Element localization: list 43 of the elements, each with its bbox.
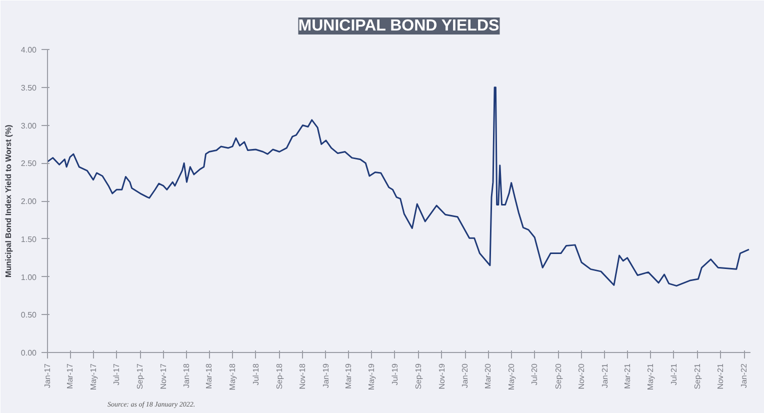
- x-tick-label: Mar-18: [204, 362, 214, 389]
- x-tick-label: Nov-19: [437, 362, 446, 390]
- x-tick-label: Jan-17: [43, 362, 52, 388]
- y-tick-label: 2.50: [20, 159, 38, 168]
- y-tick-label: 4.00: [20, 46, 38, 54]
- x-tick-label: Nov-17: [158, 362, 168, 390]
- y-tick-label: 1.50: [20, 234, 38, 244]
- x-tick-label: Sep-20: [554, 362, 563, 390]
- x-tick-label: Sep-19: [414, 362, 424, 390]
- x-tick-label: Sep-17: [136, 362, 145, 390]
- y-tick-label: 3.50: [20, 83, 38, 92]
- x-tick-label: Mar-20: [484, 362, 493, 389]
- x-tick-label: Nov-21: [716, 362, 726, 390]
- x-tick-label: Jan-21: [600, 362, 610, 388]
- x-tick-label: May-20: [506, 362, 516, 390]
- x-tick-label: Jul-20: [530, 362, 540, 386]
- x-tick-label: Jul-18: [251, 362, 260, 386]
- y-axis-title: Municipal Bond Index Yield to Worst (%): [4, 124, 13, 278]
- x-tick-label: Mar-19: [344, 362, 353, 389]
- x-tick-label: May-18: [228, 362, 237, 390]
- x-tick-label: Mar-17: [66, 362, 75, 389]
- x-tick-label: Jan-18: [182, 362, 192, 388]
- y-tick-label: 0.00: [20, 348, 38, 358]
- x-tick-label: Jan-19: [321, 362, 330, 388]
- x-tick-label: May-19: [367, 362, 376, 390]
- x-tick-label: May-21: [646, 362, 656, 390]
- chart-title: MUNICIPAL BOND YIELDS: [298, 18, 500, 34]
- y-tick-label: 3.00: [20, 121, 38, 130]
- x-tick-label: Jan-20: [460, 362, 470, 388]
- x-tick-label: Sep-21: [692, 362, 702, 390]
- x-tick-label: Nov-20: [577, 362, 586, 390]
- x-tick-label: Nov-18: [298, 362, 308, 390]
- x-tick-label: Jan-22: [740, 362, 749, 388]
- line-series: [48, 86, 750, 287]
- x-tick-label: Jul-21: [669, 362, 678, 386]
- y-tick-label: 1.00: [20, 272, 38, 282]
- x-tick-label: Mar-21: [622, 362, 632, 389]
- x-tick-label: May-17: [88, 362, 98, 390]
- x-tick-label: Jul-17: [112, 362, 122, 386]
- y-tick-label: 0.50: [20, 310, 38, 320]
- x-tick-label: Sep-18: [274, 362, 284, 390]
- x-tick-label: Jul-19: [390, 362, 400, 386]
- y-tick-label: 2.00: [20, 197, 38, 206]
